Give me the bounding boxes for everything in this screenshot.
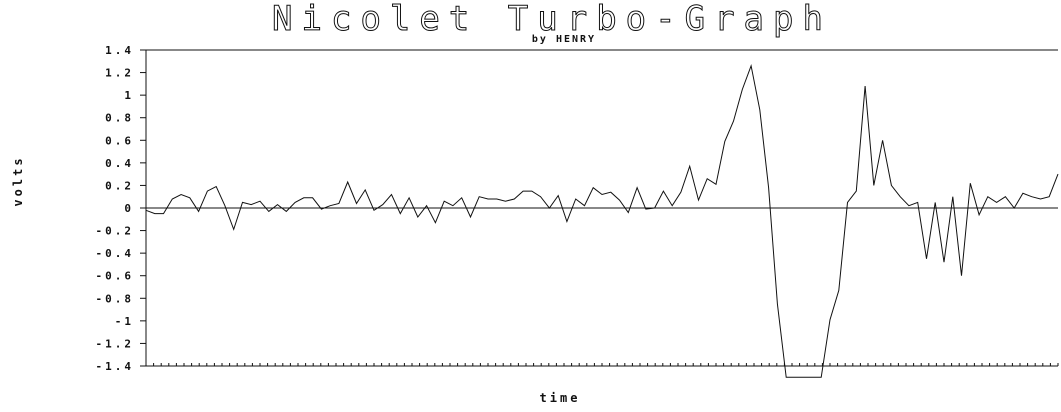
series-layer — [145, 63, 1059, 378]
y-tick-label: 0.6 — [105, 134, 134, 147]
x-axis-label: time — [540, 391, 581, 405]
y-tick-label: 0 — [124, 202, 134, 215]
y-axis-ticks: 1.4 1.2 1 0.8 0.6 0.4 0.2 0 -0.2 -0.4 -0.6 -0.8 -1 -1… — [96, 44, 146, 373]
y-tick-label: -0.2 — [96, 225, 135, 238]
y-tick-label: 0.2 — [105, 179, 134, 192]
y-tick-label: 1.2 — [105, 67, 134, 80]
chart-subtitle: by HENRY — [532, 34, 596, 45]
series-line — [145, 63, 1059, 378]
y-tick-label: -0.6 — [96, 270, 135, 283]
x-axis-ticks — [145, 363, 1059, 366]
y-tick-label: -1.4 — [96, 360, 135, 373]
y-tick-label: 0.8 — [105, 112, 134, 125]
y-tick-label: 1.4 — [105, 44, 134, 57]
y-tick-label: 0.4 — [105, 157, 134, 170]
y-tick-label: -0.8 — [96, 292, 135, 305]
chart-title: Nicolet Turbo-Graph — [272, 0, 832, 39]
y-tick-label: 1 — [124, 89, 134, 102]
y-axis-label: volts — [11, 155, 25, 206]
y-tick-label: -1.2 — [96, 337, 135, 350]
y-tick-label: -1 — [115, 315, 134, 328]
y-tick-label: -0.4 — [96, 247, 135, 260]
